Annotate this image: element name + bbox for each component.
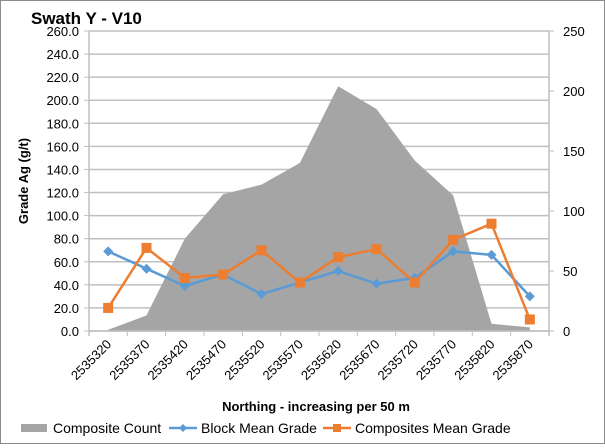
marker-square (218, 269, 229, 280)
chart-title: Swath Y - V10 (31, 9, 142, 28)
y-tick-label: 0.0 (61, 324, 79, 339)
x-tick-label: 2535470 (183, 337, 229, 383)
legend-swatch (21, 424, 47, 432)
x-tick-label: 2535720 (375, 337, 421, 383)
legend-label: Composite Count (53, 420, 161, 436)
y2-axis-ticks: 0 50 100 150 200 250 (549, 24, 585, 339)
x-tick-label: 2535570 (260, 337, 306, 383)
y2-tick-label: 100 (563, 204, 585, 219)
marker-square (256, 245, 267, 256)
x-tick-label: 2535520 (221, 337, 267, 383)
marker-diamond (103, 246, 114, 257)
marker-diamond (141, 263, 152, 274)
y-tick-label: 240.0 (46, 47, 79, 62)
y-tick-label: 100.0 (46, 209, 79, 224)
marker-square (294, 277, 305, 288)
x-tick-label: 2535420 (145, 337, 191, 383)
y2-tick-label: 200 (563, 84, 585, 99)
legend-label: Block Mean Grade (201, 420, 317, 436)
y-tick-label: 220.0 (46, 70, 79, 85)
marker-square (371, 244, 382, 255)
marker-square (103, 302, 114, 313)
y-tick-label: 20.0 (54, 301, 79, 316)
x-tick-label: 2535870 (490, 337, 536, 383)
legend-item: Composites Mean Grade (323, 420, 511, 436)
y-tick-label: 260.0 (46, 24, 79, 39)
y-tick-label: 80.0 (54, 232, 79, 247)
y-tick-label: 120.0 (46, 186, 79, 201)
y-axis-label: Grade Ag (g/t) (16, 138, 31, 224)
marker-square (524, 314, 535, 325)
marker-diamond (486, 249, 497, 260)
legend-marker-square (333, 424, 341, 432)
y-tick-label: 160.0 (46, 139, 79, 154)
marker-diamond (524, 291, 535, 302)
marker-square (409, 277, 420, 288)
marker-square (448, 234, 459, 245)
x-tick-label: 2535670 (336, 337, 382, 383)
line-series (103, 218, 535, 325)
marker-diamond (448, 246, 459, 257)
marker-diamond (371, 278, 382, 289)
y2-tick-label: 150 (563, 144, 585, 159)
legend-item: Block Mean Grade (169, 420, 317, 436)
x-tick-label: 2535770 (413, 337, 459, 383)
y-tick-label: 60.0 (54, 255, 79, 270)
y-tick-label: 200.0 (46, 93, 79, 108)
legend: Composite Count Block Mean Grade Composite… (21, 420, 511, 436)
y-axis-ticks: 0.0 20.0 40.0 60.0 80.0 100.0 120.0 140.0 160.0 1… (46, 24, 89, 339)
x-tick-label: 2535620 (298, 337, 344, 383)
marker-diamond (179, 281, 190, 291)
line-block-mean-grade (107, 250, 531, 298)
legend-marker-diamond (179, 424, 187, 432)
marker-diamond (333, 266, 344, 276)
x-tick-label: 2535820 (451, 337, 497, 383)
marker-square (486, 218, 497, 229)
y2-tick-label: 0 (563, 324, 570, 339)
marker-square (179, 272, 190, 283)
y2-tick-label: 50 (563, 264, 577, 279)
x-tick-label: 2535320 (68, 337, 114, 383)
x-tick-label: 2535370 (106, 337, 152, 383)
line-composites-mean-grade (107, 222, 531, 320)
y-tick-label: 40.0 (54, 278, 79, 293)
marker-square (333, 252, 344, 263)
y2-tick-label: 250 (563, 24, 585, 39)
y-tick-label: 140.0 (46, 162, 79, 177)
y-tick-label: 180.0 (46, 116, 79, 131)
marker-diamond (256, 289, 267, 300)
legend-label: Composites Mean Grade (355, 420, 511, 436)
x-axis-ticks: 2535320253537025354202535470253552025355… (68, 331, 550, 383)
marker-square (141, 242, 152, 253)
x-axis-label: Northing - increasing per 50 m (222, 399, 410, 414)
legend-item: Composite Count (21, 420, 161, 436)
